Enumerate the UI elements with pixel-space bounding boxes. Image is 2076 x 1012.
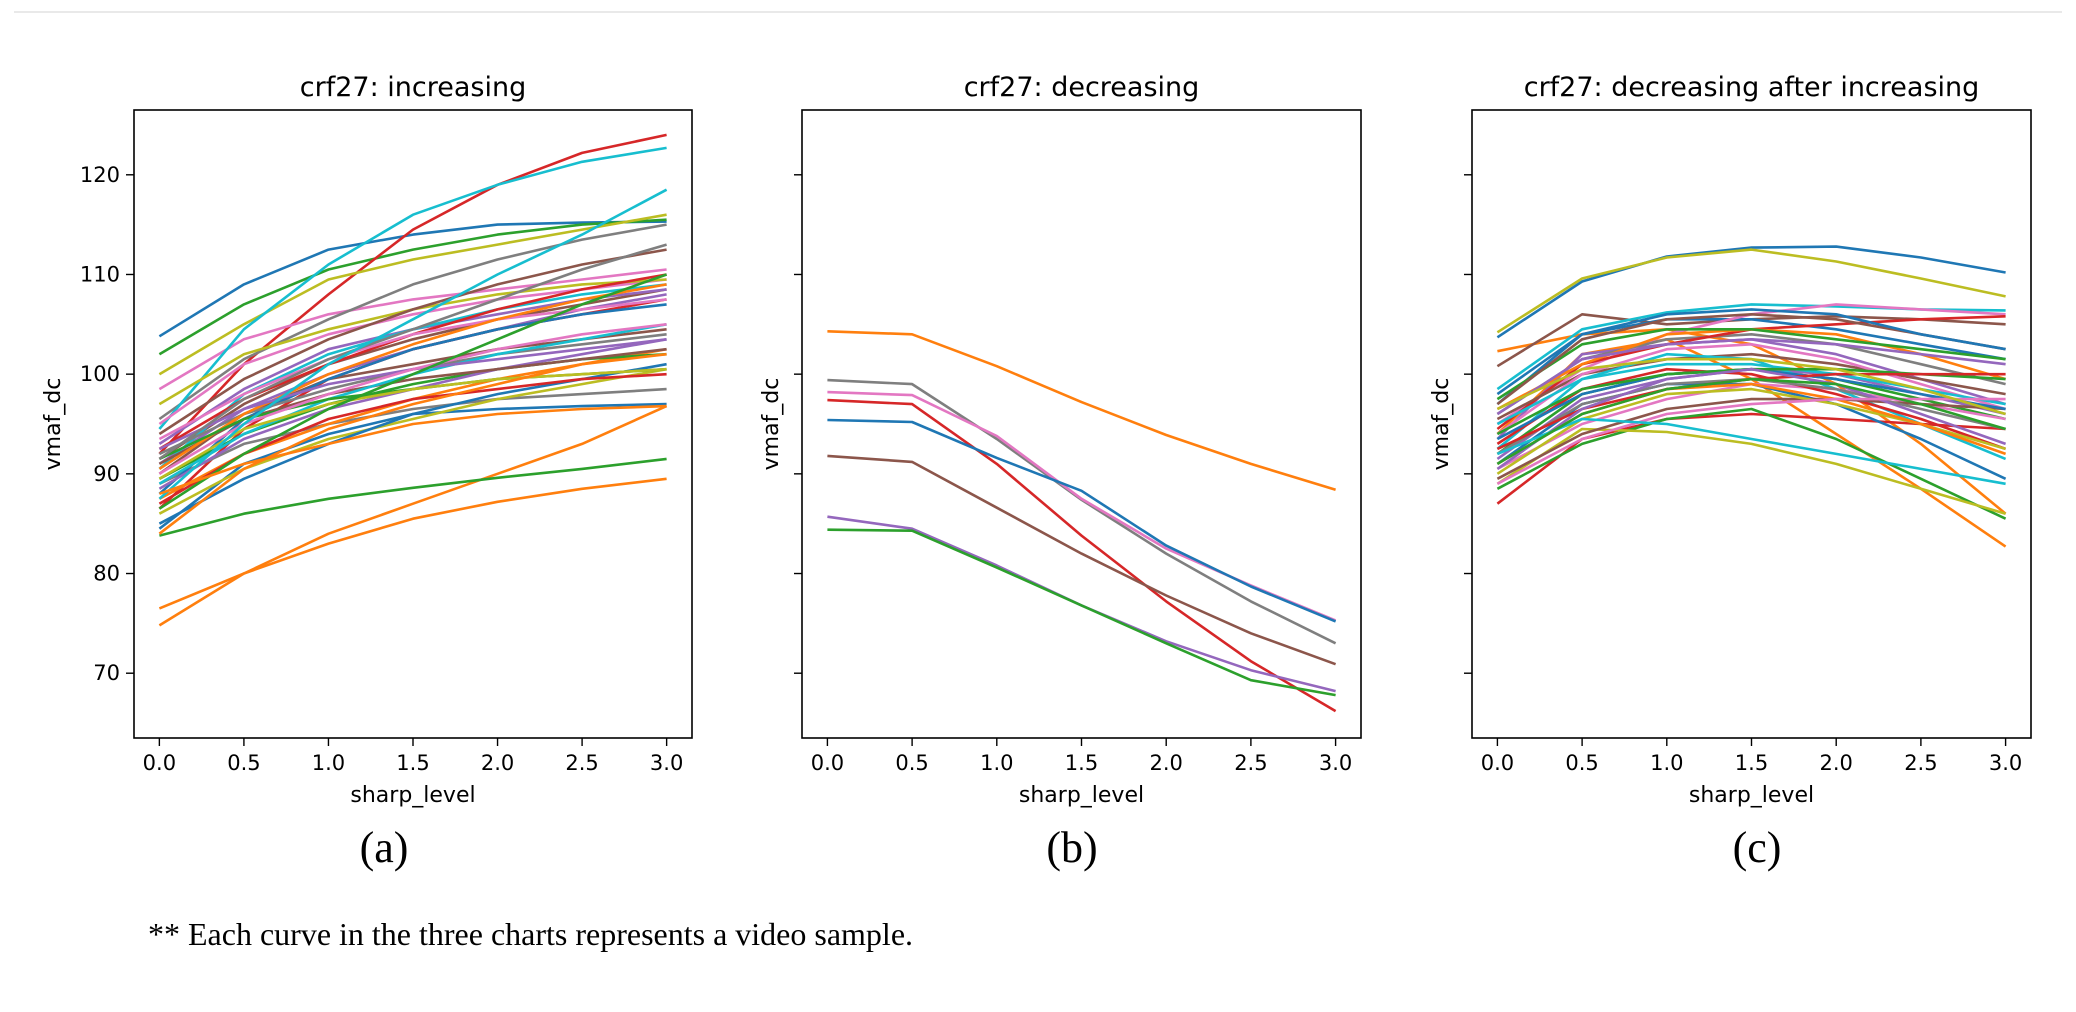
series-line-s38 — [158, 243, 667, 460]
panel-label-c: (c) — [1732, 823, 1782, 872]
series-line-s27 — [158, 298, 667, 441]
x-tick-label: 1.5 — [1065, 751, 1098, 775]
series-line-c26 — [1496, 342, 2006, 436]
series-line-s42 — [158, 352, 667, 535]
chart-a-increasing: 0.0 0.5 1.0 1.5 2.0 2.5 3.0 70 80 90 100 110 120 crf2… — [41, 72, 693, 808]
series-line-s8 — [158, 223, 667, 421]
x-tick-label: 3.0 — [1319, 751, 1352, 775]
series-line-s18 — [158, 387, 667, 485]
x-tick-label: 1.5 — [396, 751, 429, 775]
x-tick-label: 2.0 — [481, 751, 514, 775]
chart-title: crf27: decreasing — [964, 72, 1200, 103]
series-line-c38 — [1496, 357, 2006, 416]
series-line-c40 — [1496, 377, 2006, 466]
y-tick-label: 90 — [93, 462, 120, 486]
y-tick-label: 80 — [93, 562, 120, 586]
series-line-c2 — [1496, 248, 2006, 334]
y-axis-label: vmaf_dc — [759, 378, 784, 471]
series-line-d3 — [827, 390, 1337, 622]
series-line-c24 — [1496, 337, 2006, 416]
series-line-d4 — [827, 398, 1337, 713]
series-line-s36 — [158, 248, 667, 436]
x-tick-label: 0.0 — [811, 751, 844, 775]
chart-title: crf27: increasing — [300, 72, 526, 103]
series-line-s41 — [158, 273, 668, 510]
series-line-d1 — [827, 330, 1336, 492]
series-line-d2 — [827, 378, 1337, 645]
x-tick-label: 1.0 — [1650, 751, 1683, 775]
series-line-d8 — [827, 528, 1336, 697]
x-tick-label: 3.0 — [650, 751, 683, 775]
y-tick-label: 70 — [93, 661, 120, 685]
x-tick-label: 3.0 — [1989, 751, 2022, 775]
series-line-c34 — [1496, 367, 2007, 470]
chart-c-decreasing-after-increasing: 0.0 0.5 1.0 1.5 2.0 2.5 3.0 crf27: decreasing a… — [1429, 72, 2032, 808]
series-line-s10 — [158, 146, 667, 430]
series-line-s32 — [158, 283, 667, 470]
series-line-c39 — [1496, 308, 2006, 396]
y-axis-label: vmaf_dc — [1429, 378, 1454, 471]
series-line-c1 — [1496, 245, 2006, 339]
series-line-s7 — [158, 268, 667, 391]
panel-label-a: (a) — [359, 823, 409, 872]
y-axis-label: vmaf_dc — [41, 378, 66, 471]
series-line-s13 — [159, 457, 667, 537]
x-axis-label: sharp_level — [1019, 783, 1144, 808]
series-line-c37 — [1496, 417, 2006, 486]
series-line-s9 — [158, 213, 667, 376]
x-tick-label: 2.5 — [1234, 751, 1267, 775]
x-axis-label: sharp_level — [1689, 783, 1814, 808]
panel-label-b: (b) — [1046, 823, 1098, 872]
series-line-s39 — [158, 367, 667, 480]
y-tick-label: 120 — [80, 163, 120, 187]
x-tick-label: 2.5 — [565, 751, 598, 775]
series-line-c22 — [1496, 327, 2006, 401]
chart-title: crf27: decreasing after increasing — [1524, 72, 1980, 103]
x-tick-label: 2.0 — [1819, 751, 1852, 775]
x-tick-label: 1.0 — [312, 751, 345, 775]
chart-b-decreasing: 0.0 0.5 1.0 1.5 2.0 2.5 3.0 crf27: decreasing sh… — [759, 72, 1362, 808]
series-line-d5 — [827, 418, 1337, 623]
x-tick-label: 0.5 — [1565, 751, 1598, 775]
x-tick-label: 0.0 — [1481, 751, 1514, 775]
series-line-s1 — [158, 220, 667, 338]
footnote: ** Each curve in the three charts repres… — [148, 916, 914, 952]
series-line-c10 — [1496, 427, 2006, 515]
x-tick-label: 0.5 — [895, 751, 928, 775]
x-tick-label: 1.5 — [1735, 751, 1768, 775]
series-line-s3 — [158, 218, 667, 356]
y-tick-label: 100 — [80, 362, 120, 386]
x-tick-label: 2.0 — [1149, 751, 1182, 775]
x-tick-label: 0.0 — [143, 751, 176, 775]
series-line-s12 — [158, 477, 667, 627]
x-tick-label: 1.0 — [980, 751, 1013, 775]
x-axis-label: sharp_level — [350, 783, 475, 808]
x-tick-label: 2.5 — [1904, 751, 1937, 775]
x-tick-label: 0.5 — [227, 751, 260, 775]
y-tick-label: 110 — [80, 262, 120, 286]
series-line-c36 — [1496, 397, 2006, 485]
series-line-d6 — [827, 454, 1337, 666]
series-line-s43 — [158, 404, 667, 496]
series-line-s40 — [158, 188, 668, 500]
series-line-c9 — [1496, 407, 2007, 520]
